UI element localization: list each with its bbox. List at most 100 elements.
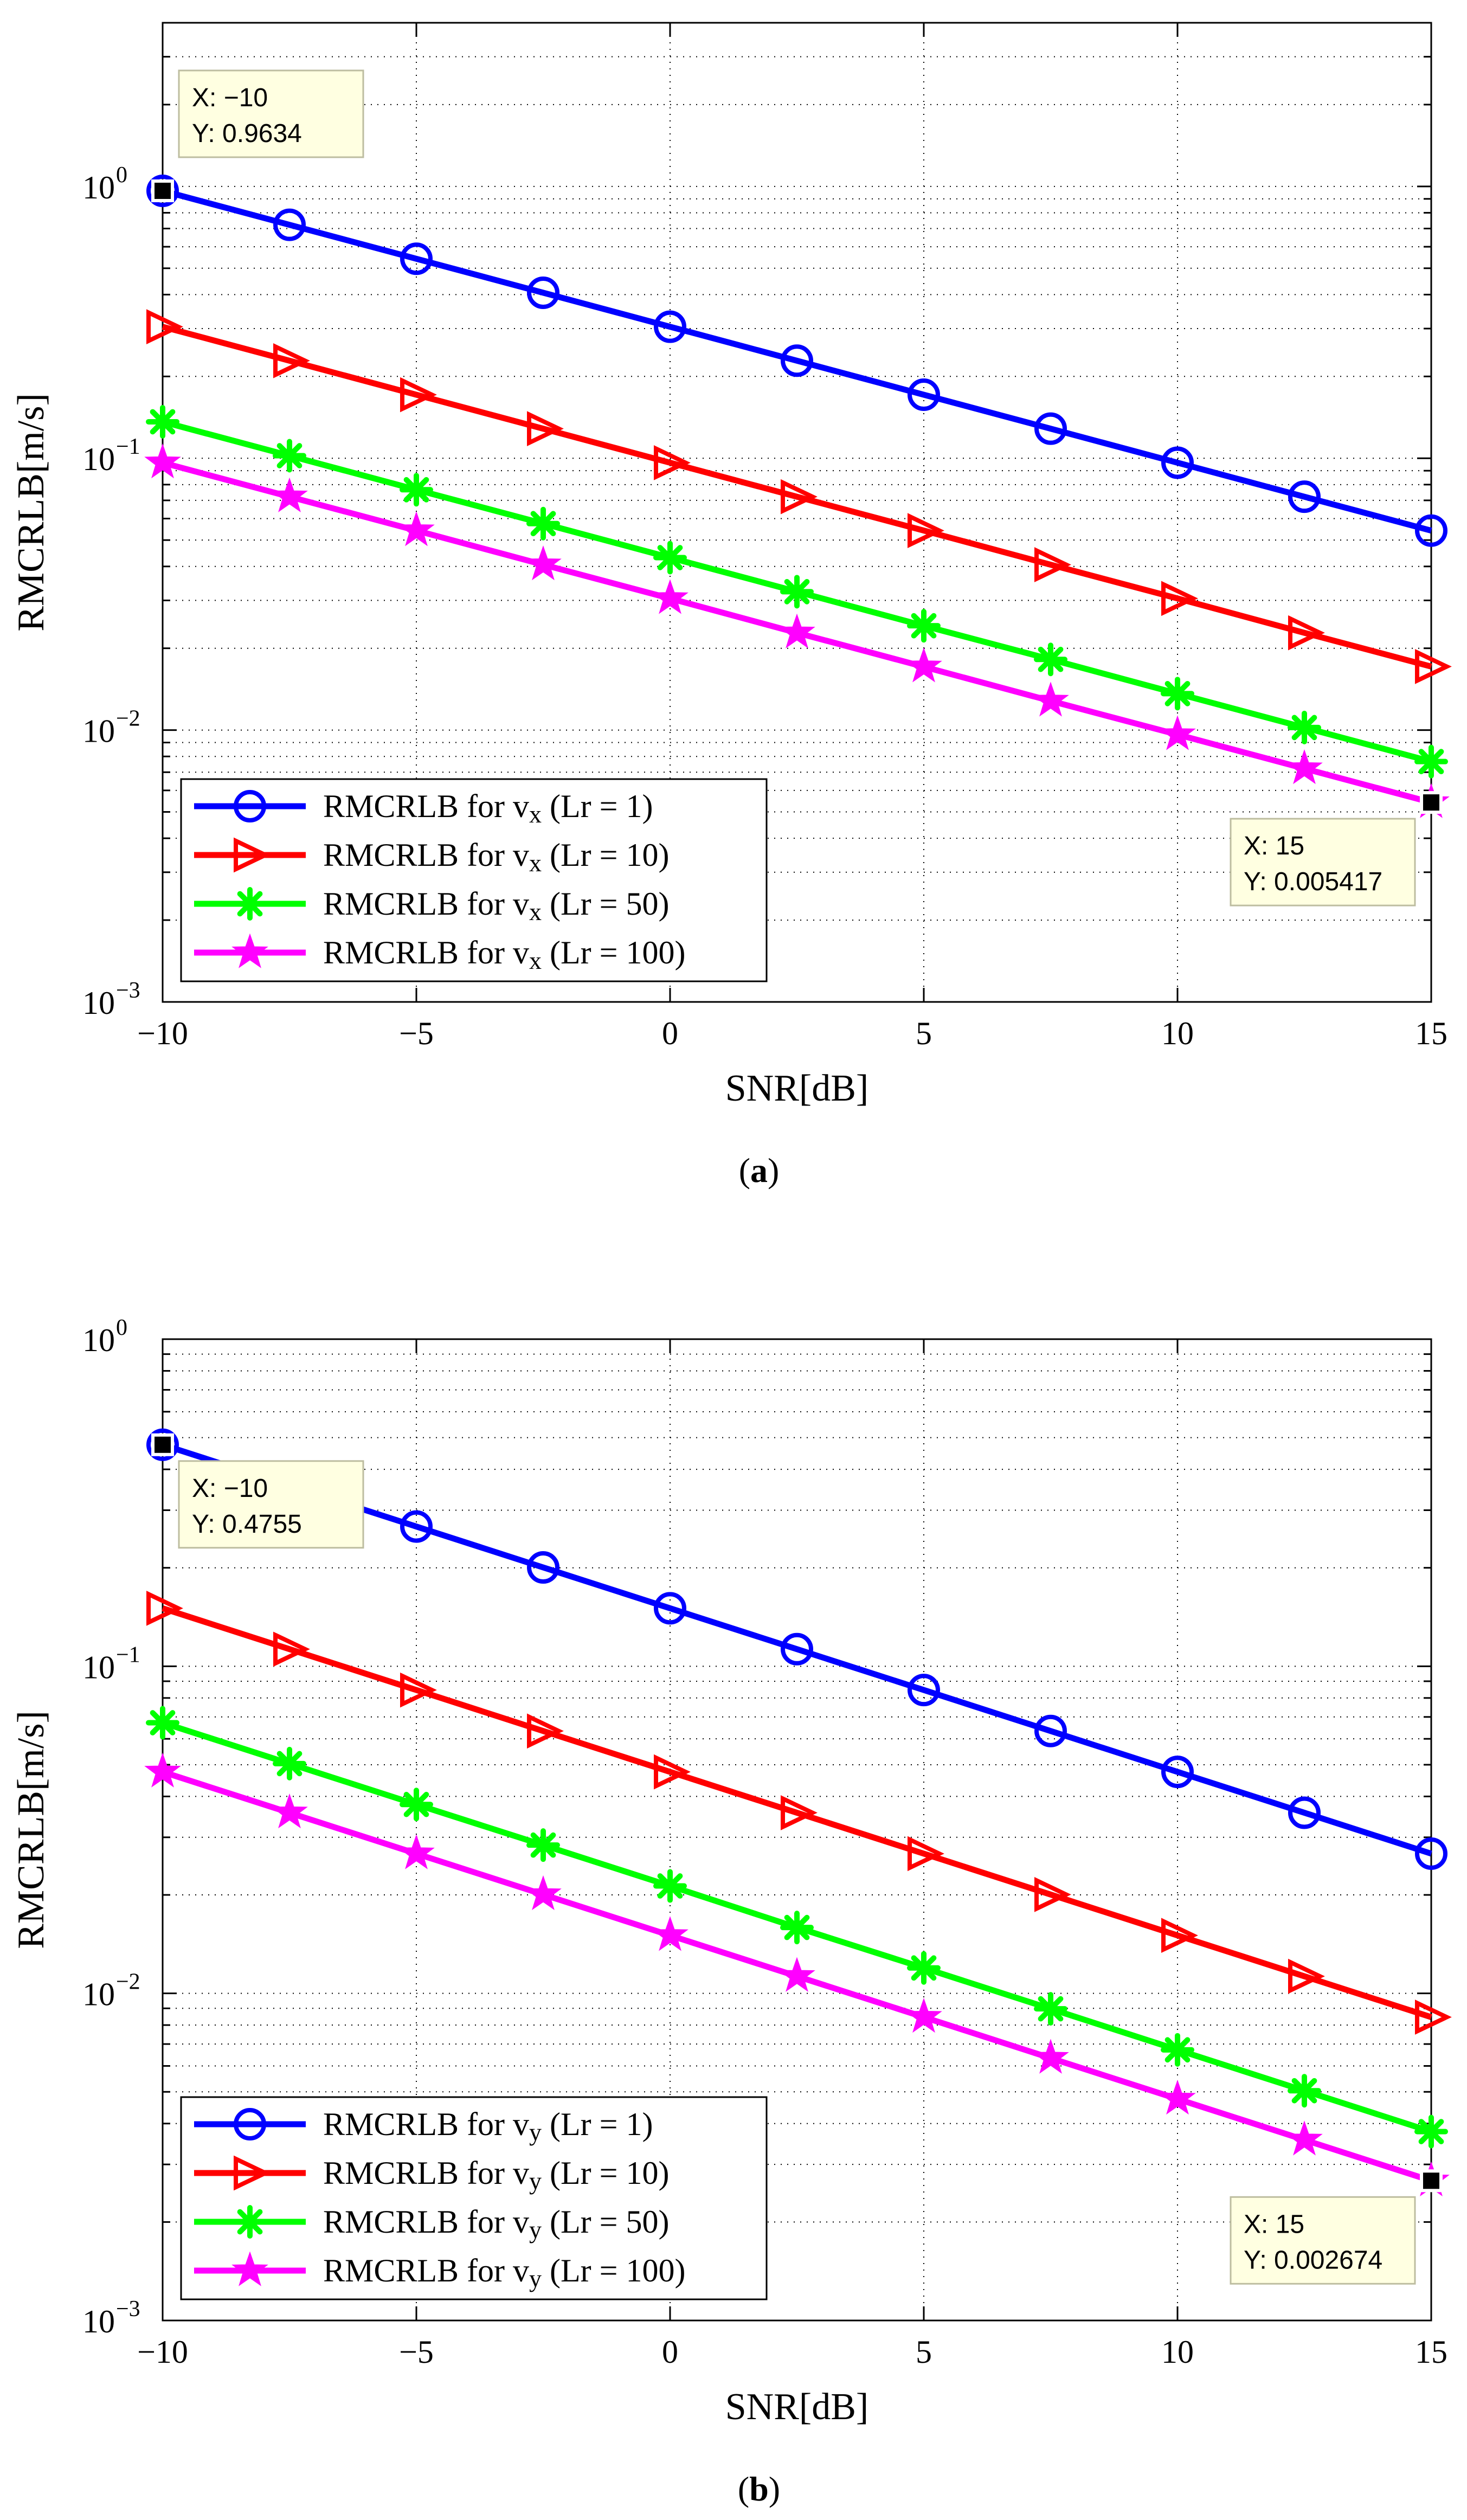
- marker-star: [1159, 715, 1196, 750]
- marker-triangle: [781, 1795, 818, 1830]
- panel-caption: (b): [738, 2470, 780, 2508]
- marker-asterisk-center: [1425, 755, 1438, 768]
- datatip-marker: [1420, 2169, 1443, 2193]
- datatip: X: 15 Y: 0.002674: [1230, 2169, 1443, 2285]
- x-tick-label: 10: [1161, 2334, 1194, 2370]
- y-tick-label: 10: [82, 170, 115, 205]
- marker-circle: [1415, 514, 1447, 547]
- marker-circle: [1288, 1796, 1321, 1829]
- x-tick-label: 15: [1415, 1015, 1447, 1051]
- marker-asterisk: [526, 1828, 560, 1862]
- marker-asterisk-center: [664, 551, 677, 564]
- marker-star: [652, 1916, 689, 1951]
- marker-asterisk-center: [1298, 721, 1311, 734]
- marker-circle: [781, 1632, 813, 1666]
- marker-asterisk: [1414, 2114, 1448, 2149]
- marker-asterisk-center: [790, 1921, 803, 1934]
- legend-box: [180, 2096, 768, 2300]
- marker-asterisk-center: [156, 1716, 169, 1730]
- marker-star: [1032, 2039, 1069, 2074]
- marker-circle: [654, 310, 686, 343]
- marker-asterisk: [653, 541, 687, 575]
- x-tick-label: 15: [1415, 2334, 1447, 2370]
- marker-star: [271, 1793, 308, 1829]
- grid: [163, 23, 1431, 1002]
- marker-triangle: [908, 1836, 944, 1872]
- y-tick-label: 10: [82, 985, 115, 1021]
- y-tick-label: 10: [82, 2304, 115, 2339]
- datatip-marker: [1420, 791, 1443, 814]
- x-tick-label: −10: [137, 2334, 188, 2370]
- marker-triangle: [1415, 2000, 1452, 2035]
- marker-triangle: [146, 1591, 183, 1626]
- y-tick-exponent: −2: [116, 1970, 140, 1995]
- legend-label: RMCRLB for vy (Lr = 100): [323, 2253, 685, 2292]
- marker-circle: [400, 1510, 433, 1543]
- legend-item: RMCRLB for vy (Lr = 50): [194, 2204, 669, 2243]
- series-3: [146, 1706, 1448, 2149]
- x-tick-label: 0: [662, 1015, 678, 1051]
- datatip-x: X: −10: [192, 1474, 268, 1503]
- marker-star: [271, 477, 308, 512]
- marker-asterisk: [1161, 2033, 1194, 2067]
- marker-triangle: [654, 445, 691, 480]
- marker-asterisk-center: [664, 1879, 677, 1893]
- marker-asterisk-center: [1171, 687, 1184, 700]
- marker-asterisk: [233, 2205, 267, 2239]
- series-2: [146, 1591, 1452, 2035]
- marker-star: [398, 1834, 435, 1869]
- legend-label: RMCRLB for vy (Lr = 10): [323, 2155, 669, 2195]
- marker-triangle: [1161, 1918, 1198, 1953]
- x-tick-label: 0: [662, 2334, 678, 2370]
- datatip: X: −10 Y: 0.9634: [151, 69, 364, 202]
- marker-triangle: [1161, 581, 1198, 616]
- series-3: [146, 404, 1448, 779]
- y-tick-label: 10: [82, 713, 115, 749]
- y-tick-label: 10: [82, 1977, 115, 2013]
- marker-triangle: [654, 1754, 691, 1790]
- marker-asterisk-center: [790, 585, 803, 599]
- datatip-y: Y: 0.002674: [1244, 2246, 1382, 2274]
- marker-asterisk: [1161, 677, 1194, 711]
- series-group: [144, 174, 1452, 818]
- marker-triangle: [234, 2155, 271, 2191]
- x-tick-label: −5: [399, 1015, 434, 1051]
- grid: [163, 1339, 1431, 2320]
- marker-asterisk: [273, 1746, 306, 1780]
- legend-item: RMCRLB for vy (Lr = 10): [194, 2155, 669, 2195]
- y-axis-title: RMCRLB[m/s]: [10, 393, 52, 632]
- datatip-box: [1230, 818, 1416, 907]
- datatip-x: X: −10: [192, 83, 268, 112]
- series-line: [162, 1442, 1432, 1857]
- marker-star: [652, 579, 689, 614]
- marker-asterisk: [907, 1951, 941, 1985]
- marker-triangle: [1034, 1877, 1071, 1912]
- marker-asterisk-center: [537, 1838, 550, 1852]
- series-4: [144, 443, 1450, 818]
- marker-asterisk-center: [156, 415, 169, 428]
- x-tick-label: 5: [916, 2334, 932, 2370]
- y-tick-exponent: −1: [116, 434, 140, 459]
- legend-label: RMCRLB for vx (Lr = 100): [323, 935, 685, 974]
- marker-star: [525, 1875, 562, 1911]
- marker-circle: [654, 1592, 686, 1625]
- legend-label: RMCRLB for vy (Lr = 1): [323, 2106, 653, 2146]
- datatip-x: X: 15: [1244, 2210, 1304, 2239]
- y-tick-exponent: 0: [116, 163, 127, 188]
- legend-item: RMCRLB for vx (Lr = 50): [194, 886, 669, 925]
- marker-triangle: [400, 1672, 437, 1708]
- marker-star: [144, 1752, 181, 1788]
- marker-asterisk: [1288, 2074, 1321, 2108]
- datatip: X: −10 Y: 0.4755: [151, 1433, 364, 1549]
- legend-item: RMCRLB for vx (Lr = 100): [194, 933, 685, 974]
- marker-circle: [908, 1674, 940, 1707]
- marker-star: [905, 1997, 942, 2033]
- marker-star: [1286, 749, 1323, 785]
- marker-asterisk-center: [1425, 2125, 1438, 2138]
- y-tick-exponent: −2: [116, 706, 140, 731]
- marker-asterisk-center: [537, 517, 550, 530]
- marker-asterisk-center: [1171, 2043, 1184, 2056]
